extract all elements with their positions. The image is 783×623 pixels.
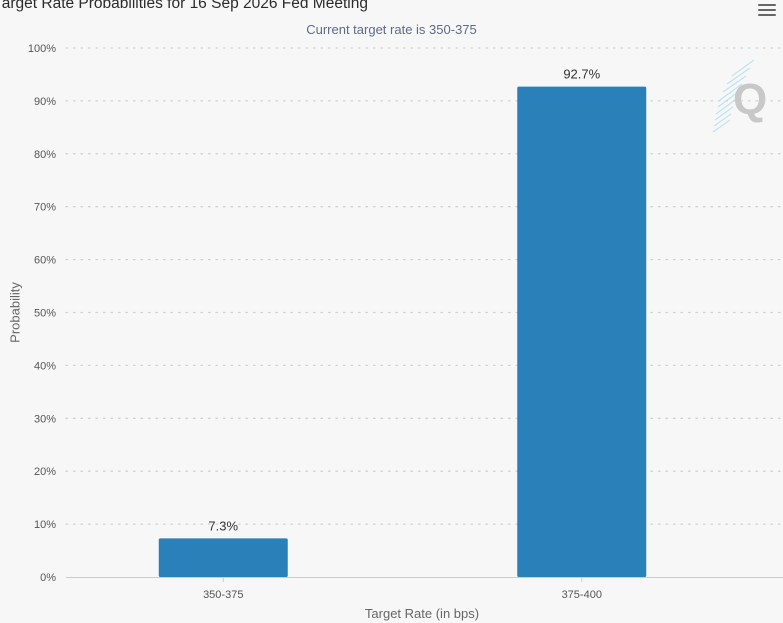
hamburger-menu-icon[interactable] <box>757 1 777 19</box>
y-tick-label: 20% <box>34 466 56 478</box>
y-tick-label: 90% <box>34 96 56 108</box>
y-tick-label: 10% <box>34 519 56 531</box>
y-tick-label: 80% <box>34 149 56 161</box>
bar <box>158 538 288 577</box>
bar <box>517 86 647 577</box>
svg-text:Q: Q <box>733 75 767 124</box>
y-tick-label: 50% <box>34 308 56 320</box>
bar-data-label: 92.7% <box>563 67 600 82</box>
y-axis-title: Probability <box>8 282 23 343</box>
x-tick-label: 375-400 <box>562 589 602 601</box>
chart-subtitle: Current target rate is 350-375 <box>306 22 477 37</box>
y-tick-label: 100% <box>28 43 56 55</box>
chart-title: Target Rate Probabilities for 16 Sep 202… <box>0 0 368 12</box>
x-axis-title: Target Rate (in bps) <box>365 606 479 621</box>
bar-data-label: 7.3% <box>208 518 238 533</box>
y-tick-label: 0% <box>40 572 56 584</box>
x-tick-label: 350-375 <box>203 589 243 601</box>
y-tick-label: 40% <box>34 360 56 372</box>
y-tick-label: 60% <box>34 255 56 267</box>
y-tick-label: 30% <box>34 413 56 425</box>
quikstrike-q-logo-icon: Q <box>712 59 767 133</box>
y-tick-label: 70% <box>34 202 56 214</box>
